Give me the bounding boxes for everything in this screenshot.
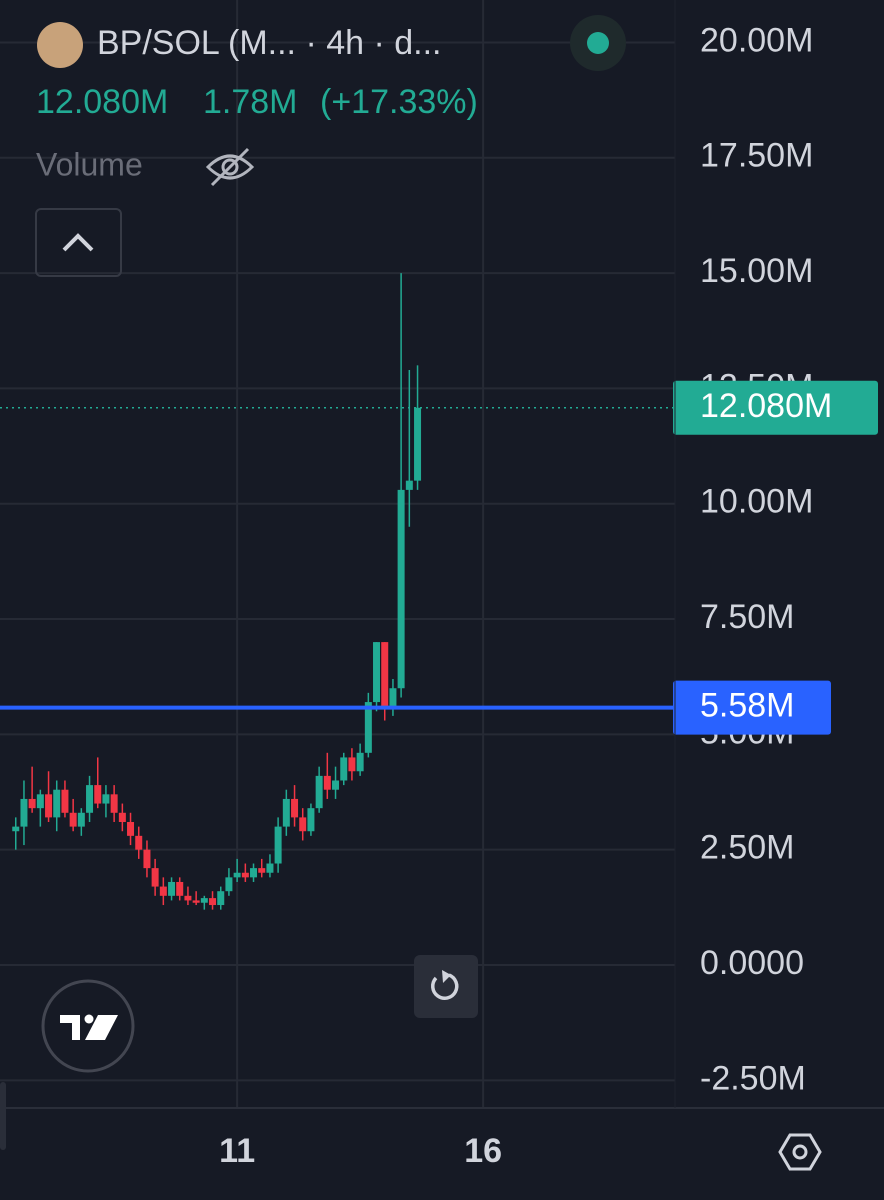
candle-body	[315, 775, 323, 809]
logo[interactable]	[41, 979, 135, 1073]
horizontal-line-tag	[673, 680, 831, 735]
candle-body	[94, 785, 102, 804]
candle-body	[397, 489, 405, 689]
candle-body	[61, 789, 69, 813]
edge-handle	[0, 1082, 6, 1150]
candle-body	[176, 881, 184, 896]
y-tick-label: 7.50M	[700, 598, 795, 636]
candle-body	[20, 798, 28, 827]
candle-body	[118, 812, 126, 823]
candle-body	[53, 789, 61, 818]
logo-mark	[60, 1015, 118, 1040]
grid: -2.50M0.00002.50M5.00M7.50M10.00M12.50M1…	[0, 0, 813, 1170]
candle-body	[291, 798, 299, 818]
y-tick-label: 10.00M	[700, 483, 813, 521]
y-tick-label: -2.50M	[700, 1059, 806, 1097]
hide-icon[interactable]	[205, 147, 255, 187]
candle-body	[274, 826, 282, 864]
y-tick-label: 2.50M	[700, 829, 795, 867]
candle-body	[356, 752, 364, 772]
status-dot	[587, 32, 609, 54]
logo-dot	[84, 1014, 94, 1024]
change-percent: (+17.33%)	[320, 83, 478, 121]
symbol-title[interactable]: BP/SOL (M... · 4h · d...	[97, 24, 442, 62]
candle-body	[159, 886, 167, 896]
change-value: 1.78M	[203, 83, 298, 121]
candle-body	[299, 817, 307, 832]
candle-body	[102, 794, 110, 804]
candle-body	[373, 642, 381, 703]
candle-body	[168, 881, 176, 896]
candle-body	[225, 877, 233, 892]
indicator-label[interactable]: Volume	[36, 146, 143, 182]
last-value: 12.080M	[36, 83, 168, 121]
overlays: 12.080M 5.58M	[0, 380, 878, 735]
candle-body	[414, 407, 422, 481]
candle-body	[69, 812, 77, 827]
candle-body	[77, 812, 85, 827]
settings-icon[interactable]	[778, 1133, 822, 1171]
candle-body	[381, 642, 389, 707]
candle-body	[151, 868, 159, 887]
reset-icon	[431, 973, 459, 1000]
candle-body	[233, 872, 241, 878]
candle-body	[86, 785, 94, 813]
candle-body	[250, 868, 258, 878]
candle-body	[241, 872, 249, 878]
candle-body	[12, 826, 20, 832]
candle-body	[282, 798, 290, 827]
y-tick-label: 20.00M	[700, 21, 813, 59]
candle-body	[209, 898, 217, 906]
candles	[12, 273, 422, 910]
reset-arrow	[442, 970, 451, 983]
x-tick-label: 11	[219, 1132, 255, 1170]
candle-body	[258, 868, 266, 873]
candle-body	[340, 757, 348, 781]
chevron-up-icon	[62, 233, 94, 252]
symbol-avatar[interactable]	[37, 22, 83, 68]
candle-body	[184, 895, 192, 901]
candle-body	[348, 757, 356, 772]
horizontal-line-label: 5.58M	[700, 687, 795, 725]
reset-button[interactable]	[414, 955, 478, 1018]
y-tick-label: 17.50M	[700, 137, 813, 175]
candle-body	[364, 702, 372, 753]
x-tick-label: 16	[464, 1132, 502, 1170]
last-price-tag	[673, 380, 878, 435]
candle-body	[135, 835, 143, 850]
candle-body	[36, 794, 44, 809]
last-price-label: 12.080M	[700, 387, 832, 425]
candle-body	[127, 822, 135, 836]
collapse-button[interactable]	[35, 208, 122, 277]
candle-body	[143, 849, 151, 869]
candle-body	[266, 863, 274, 873]
candle-body	[323, 775, 331, 790]
candle-body	[28, 798, 36, 809]
candle-body	[45, 794, 53, 818]
settings-center	[792, 1144, 808, 1160]
candle-body	[110, 794, 118, 813]
candle-body	[217, 891, 225, 906]
candle-body	[307, 808, 315, 832]
y-tick-label: 0.0000	[700, 944, 804, 982]
candle-body	[389, 688, 397, 707]
y-tick-label: 15.00M	[700, 252, 813, 290]
candle-body	[200, 898, 208, 903]
candle-body	[192, 900, 200, 903]
candle-body	[332, 780, 340, 790]
candle-body	[405, 480, 413, 490]
